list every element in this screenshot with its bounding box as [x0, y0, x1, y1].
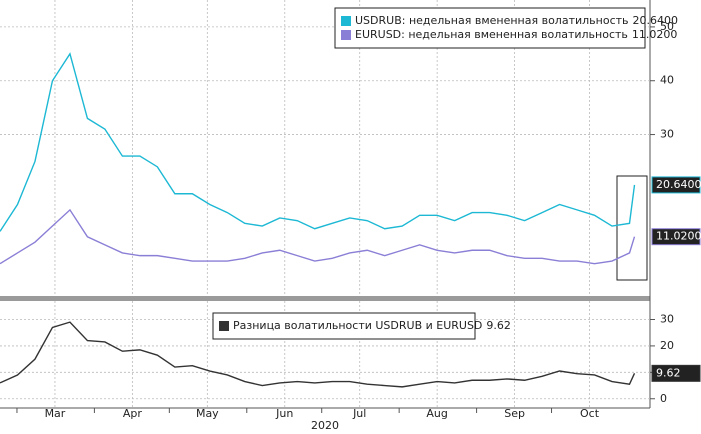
y-tick-label: 0 — [660, 392, 667, 405]
x-tick-label: Oct — [580, 407, 600, 420]
y-tick-label: 30 — [660, 312, 674, 325]
legend-label: EURUSD: недельная вмененная волатильност… — [355, 28, 628, 41]
legend-value: 9.62 — [486, 319, 511, 332]
series-line — [0, 52, 636, 232]
y-tick-label: 40 — [660, 74, 674, 87]
y-tick-label: 30 — [660, 128, 674, 141]
x-tick-label: Aug — [426, 407, 447, 420]
x-tick-label: May — [196, 407, 219, 420]
x-tick-label: Mar — [45, 407, 66, 420]
legend-swatch — [219, 321, 229, 331]
y-tick-label: 50 — [660, 20, 674, 33]
legend-swatch — [341, 16, 351, 26]
value-tag — [651, 364, 701, 382]
legend-label: USDRUB: недельная вмененная волатильност… — [355, 14, 629, 27]
legend-value: 20.6400 — [633, 14, 679, 27]
value-tag — [651, 228, 701, 246]
legend-label: Разница волатильности USDRUB и EURUSD — [233, 319, 482, 332]
highlight-box — [616, 175, 648, 281]
legend-swatch — [341, 30, 351, 40]
y-tick-label: 20 — [660, 339, 674, 352]
x-tick-label: Jun — [275, 407, 293, 420]
x-tick-label: Sep — [504, 407, 525, 420]
value-tag-label: 20.6400 — [656, 178, 701, 191]
series-line — [0, 321, 636, 388]
x-tick-label: Jul — [352, 407, 366, 420]
value-tag-label: 9.62 — [656, 366, 681, 379]
legend-box — [212, 312, 476, 340]
value-tag-label: 11.0200 — [656, 230, 701, 243]
panel-divider — [0, 296, 650, 301]
legend-box — [334, 7, 646, 49]
series-line — [0, 208, 636, 265]
x-tick-label: Apr — [123, 407, 143, 420]
legend-value: 11.0200 — [632, 28, 678, 41]
x-axis-label: 2020 — [311, 419, 339, 432]
value-tag — [651, 176, 701, 194]
